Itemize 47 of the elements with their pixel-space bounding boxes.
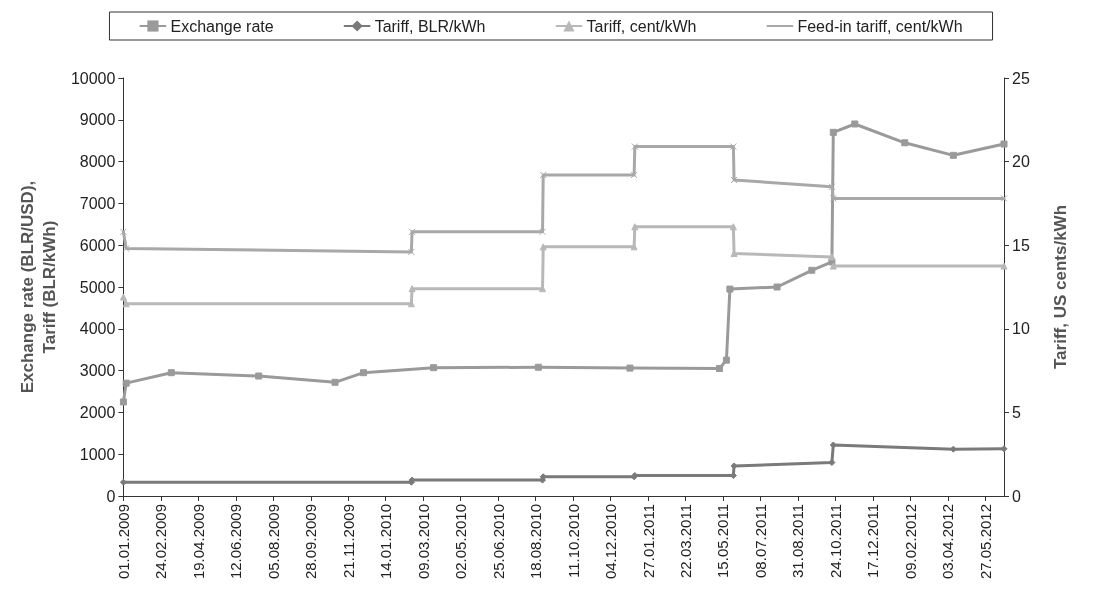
x-tick-label: 11.10.2010 <box>564 504 582 578</box>
y-axis-title: Exchange rate (BLR/USD), Tariff (BLR/kWh) <box>17 180 59 394</box>
x-tick-label: 03.04.2012 <box>939 504 957 580</box>
x-tick-label: 02.05.2010 <box>452 504 470 580</box>
x-tick-label: 31.08.2011 <box>789 504 807 578</box>
x-tick-label: 22.03.2011 <box>676 504 694 578</box>
x-tick-label: 19.04.2009 <box>189 504 207 580</box>
y2-tick-label: 5 <box>1012 403 1021 421</box>
x-tick-label: 04.12.2010 <box>602 504 620 580</box>
y2-tick-label: 10 <box>1012 320 1030 338</box>
y2-tick-label: 20 <box>1012 153 1030 171</box>
x-tick-label: 24.02.2009 <box>152 504 170 580</box>
x-tick-label: 05.08.2009 <box>264 504 282 580</box>
y-tick-label: 1000 <box>79 445 116 463</box>
legend-label: Exchange rate <box>170 17 274 35</box>
x-tick-label: 09.02.2012 <box>901 504 919 580</box>
y-tick-label: 4000 <box>79 320 116 338</box>
legend-label: Tariff, cent/kWh <box>586 17 697 35</box>
y2-axis-title: Tariff, US cents/kWh <box>1050 204 1070 370</box>
y2-tick-label: 15 <box>1012 236 1030 254</box>
y-tick-label: 0 <box>106 487 116 505</box>
x-tick-label: 09.03.2010 <box>414 504 432 580</box>
y-tick-label: 3000 <box>79 362 116 380</box>
y2-tick-label: 0 <box>1012 487 1021 505</box>
y-tick-label: 2000 <box>79 403 116 421</box>
x-tick-label: 15.05.2011 <box>714 504 732 578</box>
x-tick-label: 24.10.2011 <box>826 504 844 578</box>
x-tick-label: 01.01.2009 <box>114 504 132 580</box>
x-tick-label: 27.05.2012 <box>976 504 994 580</box>
x-tick-label: 25.06.2010 <box>489 504 507 580</box>
x-tick-label: 08.07.2011 <box>751 504 769 578</box>
y2-tick-label: 25 <box>1012 69 1030 87</box>
y-tick-label: 7000 <box>79 194 116 212</box>
x-tick-label: 18.08.2010 <box>527 504 545 580</box>
x-tick-label: 14.01.2010 <box>377 504 395 580</box>
y-tick-label: 9000 <box>79 111 116 129</box>
y-tick-label: 8000 <box>79 153 116 171</box>
y-tick-label: 10000 <box>70 69 116 87</box>
legend-label: Feed-in tariff, cent/kWh <box>797 17 963 35</box>
x-tick-label: 12.06.2009 <box>227 504 245 580</box>
y-tick-label: 6000 <box>79 236 116 254</box>
x-tick-label: 28.09.2009 <box>302 504 320 580</box>
x-tick-label: 17.12.2011 <box>864 504 882 578</box>
x-tick-label: 21.11.2009 <box>339 504 357 578</box>
y-tick-label: 5000 <box>79 278 116 296</box>
legend-label: Tariff, BLR/kWh <box>374 17 486 35</box>
x-tick-label: 27.01.2011 <box>639 504 657 578</box>
